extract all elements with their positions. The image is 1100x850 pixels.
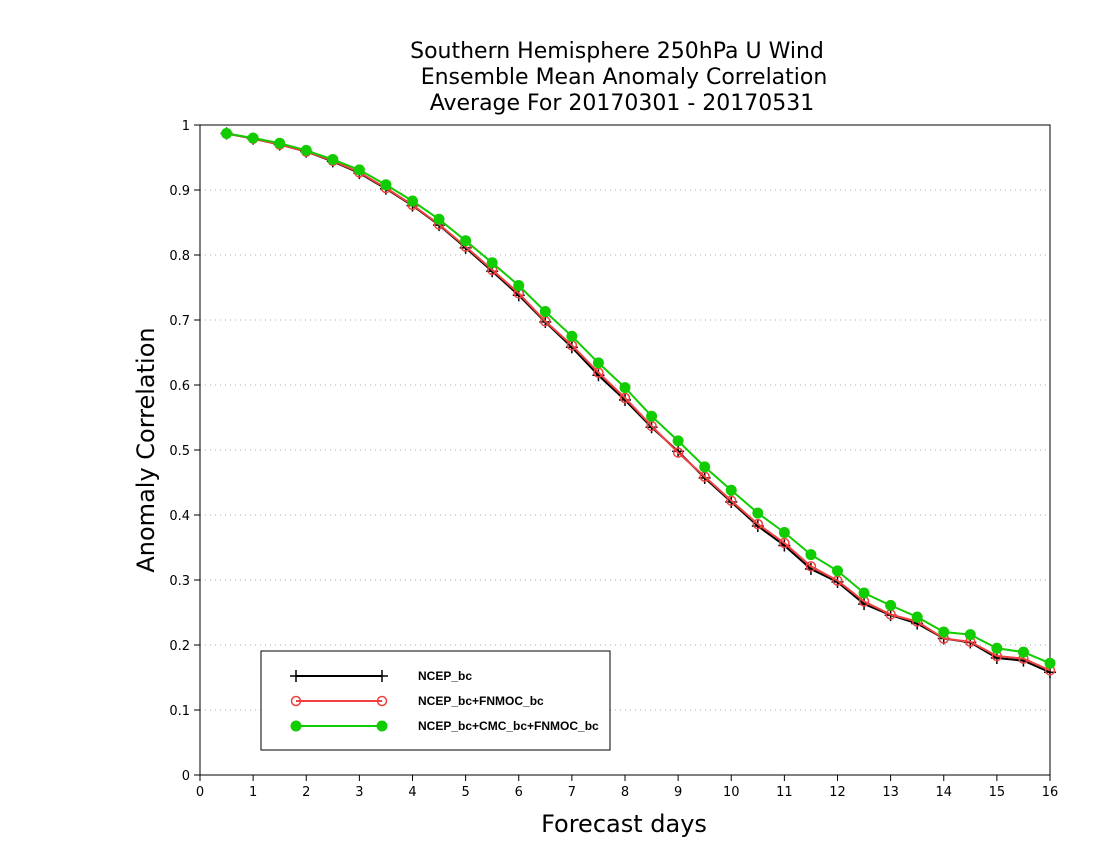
data-point — [1044, 657, 1056, 669]
data-point — [885, 599, 897, 611]
data-point — [991, 642, 1003, 654]
legend-label: NCEP_bc+CMC_bc+FNMOC_bc — [418, 719, 599, 733]
y-tick-label: 0.4 — [169, 509, 190, 524]
data-point — [858, 587, 870, 599]
y-tick-label: 0.7 — [169, 314, 190, 329]
gridlines — [200, 189, 1050, 711]
x-tick-label: 6 — [515, 785, 523, 800]
data-point — [805, 549, 817, 561]
y-tick-label: 0.9 — [169, 184, 190, 199]
legend-item-0: NCEP_bc — [290, 669, 472, 683]
y-axis-label: Anomaly Correlation — [132, 327, 160, 572]
x-tick-label: 12 — [829, 785, 846, 800]
y-tick-label: 0 — [182, 769, 190, 784]
data-point — [592, 357, 604, 369]
legend-marker-start — [290, 720, 302, 732]
legend-marker-end — [376, 670, 388, 682]
y-tick-label: 1 — [182, 119, 190, 134]
legend-label: NCEP_bc — [418, 669, 472, 683]
x-tick-label: 0 — [196, 785, 204, 800]
x-tick-label: 13 — [882, 785, 899, 800]
data-point — [433, 213, 445, 225]
data-point — [778, 527, 790, 539]
data-point — [619, 392, 631, 404]
x-tick-label: 11 — [776, 785, 793, 800]
x-tick-label: 5 — [461, 785, 469, 800]
data-point — [1017, 646, 1029, 658]
x-tick-label: 2 — [302, 785, 310, 800]
legend-marker-start — [290, 670, 302, 682]
data-point — [513, 280, 525, 292]
x-axis-label: Forecast days — [541, 810, 707, 838]
x-tick-label: 15 — [989, 785, 1006, 800]
y-axis-ticks: 0 0.1 0.2 0.3 0.4 0.5 0.6 0.7 0.8 0.9 1 — [169, 119, 200, 784]
data-point — [407, 195, 418, 207]
legend-marker-end — [376, 695, 388, 707]
data-point — [752, 518, 764, 530]
data-point — [726, 495, 737, 506]
x-tick-label: 7 — [568, 785, 576, 800]
y-tick-label: 0.2 — [169, 639, 190, 654]
legend-item-2: NCEP_bc+CMC_bc+FNMOC_bc — [290, 719, 599, 733]
data-point — [221, 127, 233, 139]
x-axis-ticks: 0 1 2 3 4 5 6 7 8 9 10 11 12 13 14 15 16 — [196, 775, 1058, 800]
legend-label: NCEP_bc+FNMOC_bc — [418, 694, 544, 708]
legend-marker-start — [290, 695, 302, 707]
data-point — [646, 410, 658, 422]
data-series — [220, 127, 1056, 679]
data-point — [779, 537, 790, 549]
y-tick-label: 0.1 — [169, 704, 190, 719]
title-line-3: Average For 20170301 - 20170531 — [430, 91, 815, 116]
legend: NCEP_bc NCEP_bc+FNMOC_bc NCEP_bc+CMC_bc+FN… — [260, 650, 611, 751]
data-point — [380, 179, 392, 191]
x-tick-label: 3 — [355, 785, 363, 800]
data-point — [566, 330, 578, 342]
y-tick-label: 0.3 — [169, 574, 190, 589]
y-tick-label: 0.8 — [169, 249, 190, 264]
legend-marker-end — [376, 720, 388, 732]
x-tick-label: 4 — [408, 785, 416, 800]
y-tick-label: 0.5 — [169, 444, 190, 459]
chart-title: Southern Hemisphere 250hPa U Wind Ensemb… — [410, 39, 827, 116]
data-point — [805, 561, 817, 572]
x-tick-label: 8 — [621, 785, 629, 800]
data-point — [353, 164, 365, 176]
data-point — [247, 132, 259, 144]
data-point — [327, 153, 339, 165]
title-line-1: Southern Hemisphere 250hPa U Wind — [410, 39, 824, 64]
series-line — [226, 132, 1051, 665]
data-point — [486, 257, 498, 269]
data-point — [832, 565, 843, 577]
data-point — [672, 447, 684, 458]
x-tick-label: 10 — [723, 785, 740, 800]
x-tick-label: 9 — [674, 785, 682, 800]
data-point — [911, 611, 923, 623]
series-2 — [221, 127, 1056, 669]
data-point — [300, 144, 312, 156]
y-tick-label: 0.6 — [169, 379, 190, 394]
data-point — [938, 626, 950, 638]
legend-item-1: NCEP_bc+FNMOC_bc — [290, 694, 544, 708]
data-point — [752, 507, 764, 519]
data-point — [672, 435, 684, 447]
data-point — [460, 235, 472, 247]
data-point — [274, 137, 286, 149]
x-tick-label: 16 — [1042, 785, 1059, 800]
data-point — [725, 484, 737, 496]
title-line-2: Ensemble Mean Anomaly Correlation — [421, 65, 828, 90]
x-tick-label: 1 — [249, 785, 257, 800]
data-point — [699, 461, 711, 473]
data-point — [619, 382, 631, 394]
data-point — [964, 629, 976, 641]
data-point — [539, 306, 551, 318]
x-tick-label: 14 — [935, 785, 952, 800]
